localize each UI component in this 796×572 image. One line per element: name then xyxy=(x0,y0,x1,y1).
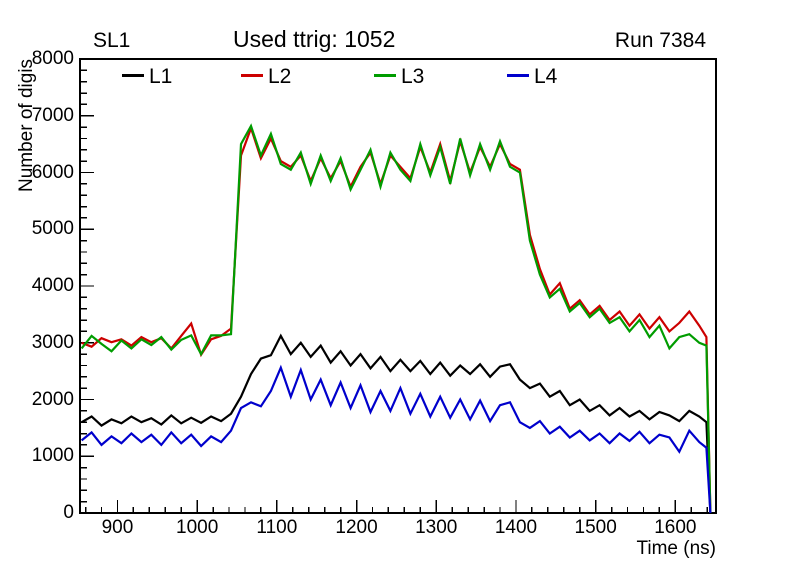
x-tick-label: 1100 xyxy=(256,517,298,538)
legend-label-L4: L4 xyxy=(534,65,558,88)
x-tick-label: 900 xyxy=(101,517,134,538)
y-tick-label: 0 xyxy=(63,502,74,523)
plot-frame xyxy=(79,58,717,514)
x-tick-label: 1000 xyxy=(176,517,219,538)
x-tick-label: 1400 xyxy=(494,517,538,538)
series-line-L3 xyxy=(80,123,712,514)
x-tick-label: 1200 xyxy=(335,517,378,538)
series-line-L4 xyxy=(80,364,712,514)
y-tick-label: 4000 xyxy=(31,275,74,296)
legend-marker-L1 xyxy=(122,74,144,77)
pad-title-right: Run 7384 xyxy=(614,29,706,52)
x-tick-label: 1300 xyxy=(415,517,458,538)
x-tick-label: 1500 xyxy=(574,517,617,538)
y-tick-label: 1000 xyxy=(31,445,74,467)
legend-label-L2: L2 xyxy=(268,65,292,88)
series-line-L2 xyxy=(81,124,712,514)
pad-title-left: SL1 xyxy=(93,29,131,52)
x-tick-label: 1600 xyxy=(654,517,697,538)
legend-marker-L3 xyxy=(374,74,396,77)
legend-marker-L2 xyxy=(241,74,263,77)
legend-marker-L4 xyxy=(507,74,529,77)
y-tick-label: 7000 xyxy=(31,104,74,126)
y-tick-label: 3000 xyxy=(31,331,74,353)
y-tick-label: 6000 xyxy=(31,161,74,183)
legend-label-L1: L1 xyxy=(149,65,173,88)
series-line-L1 xyxy=(81,333,712,514)
x-axis-title: Time (ns) xyxy=(636,538,716,559)
y-tick-label: 5000 xyxy=(31,218,74,240)
y-tick-label: 2000 xyxy=(31,388,74,410)
pad-title-center: Used ttrig: 1052 xyxy=(233,26,396,52)
legend-label-L3: L3 xyxy=(401,65,425,88)
y-tick-label: 8000 xyxy=(31,48,74,69)
